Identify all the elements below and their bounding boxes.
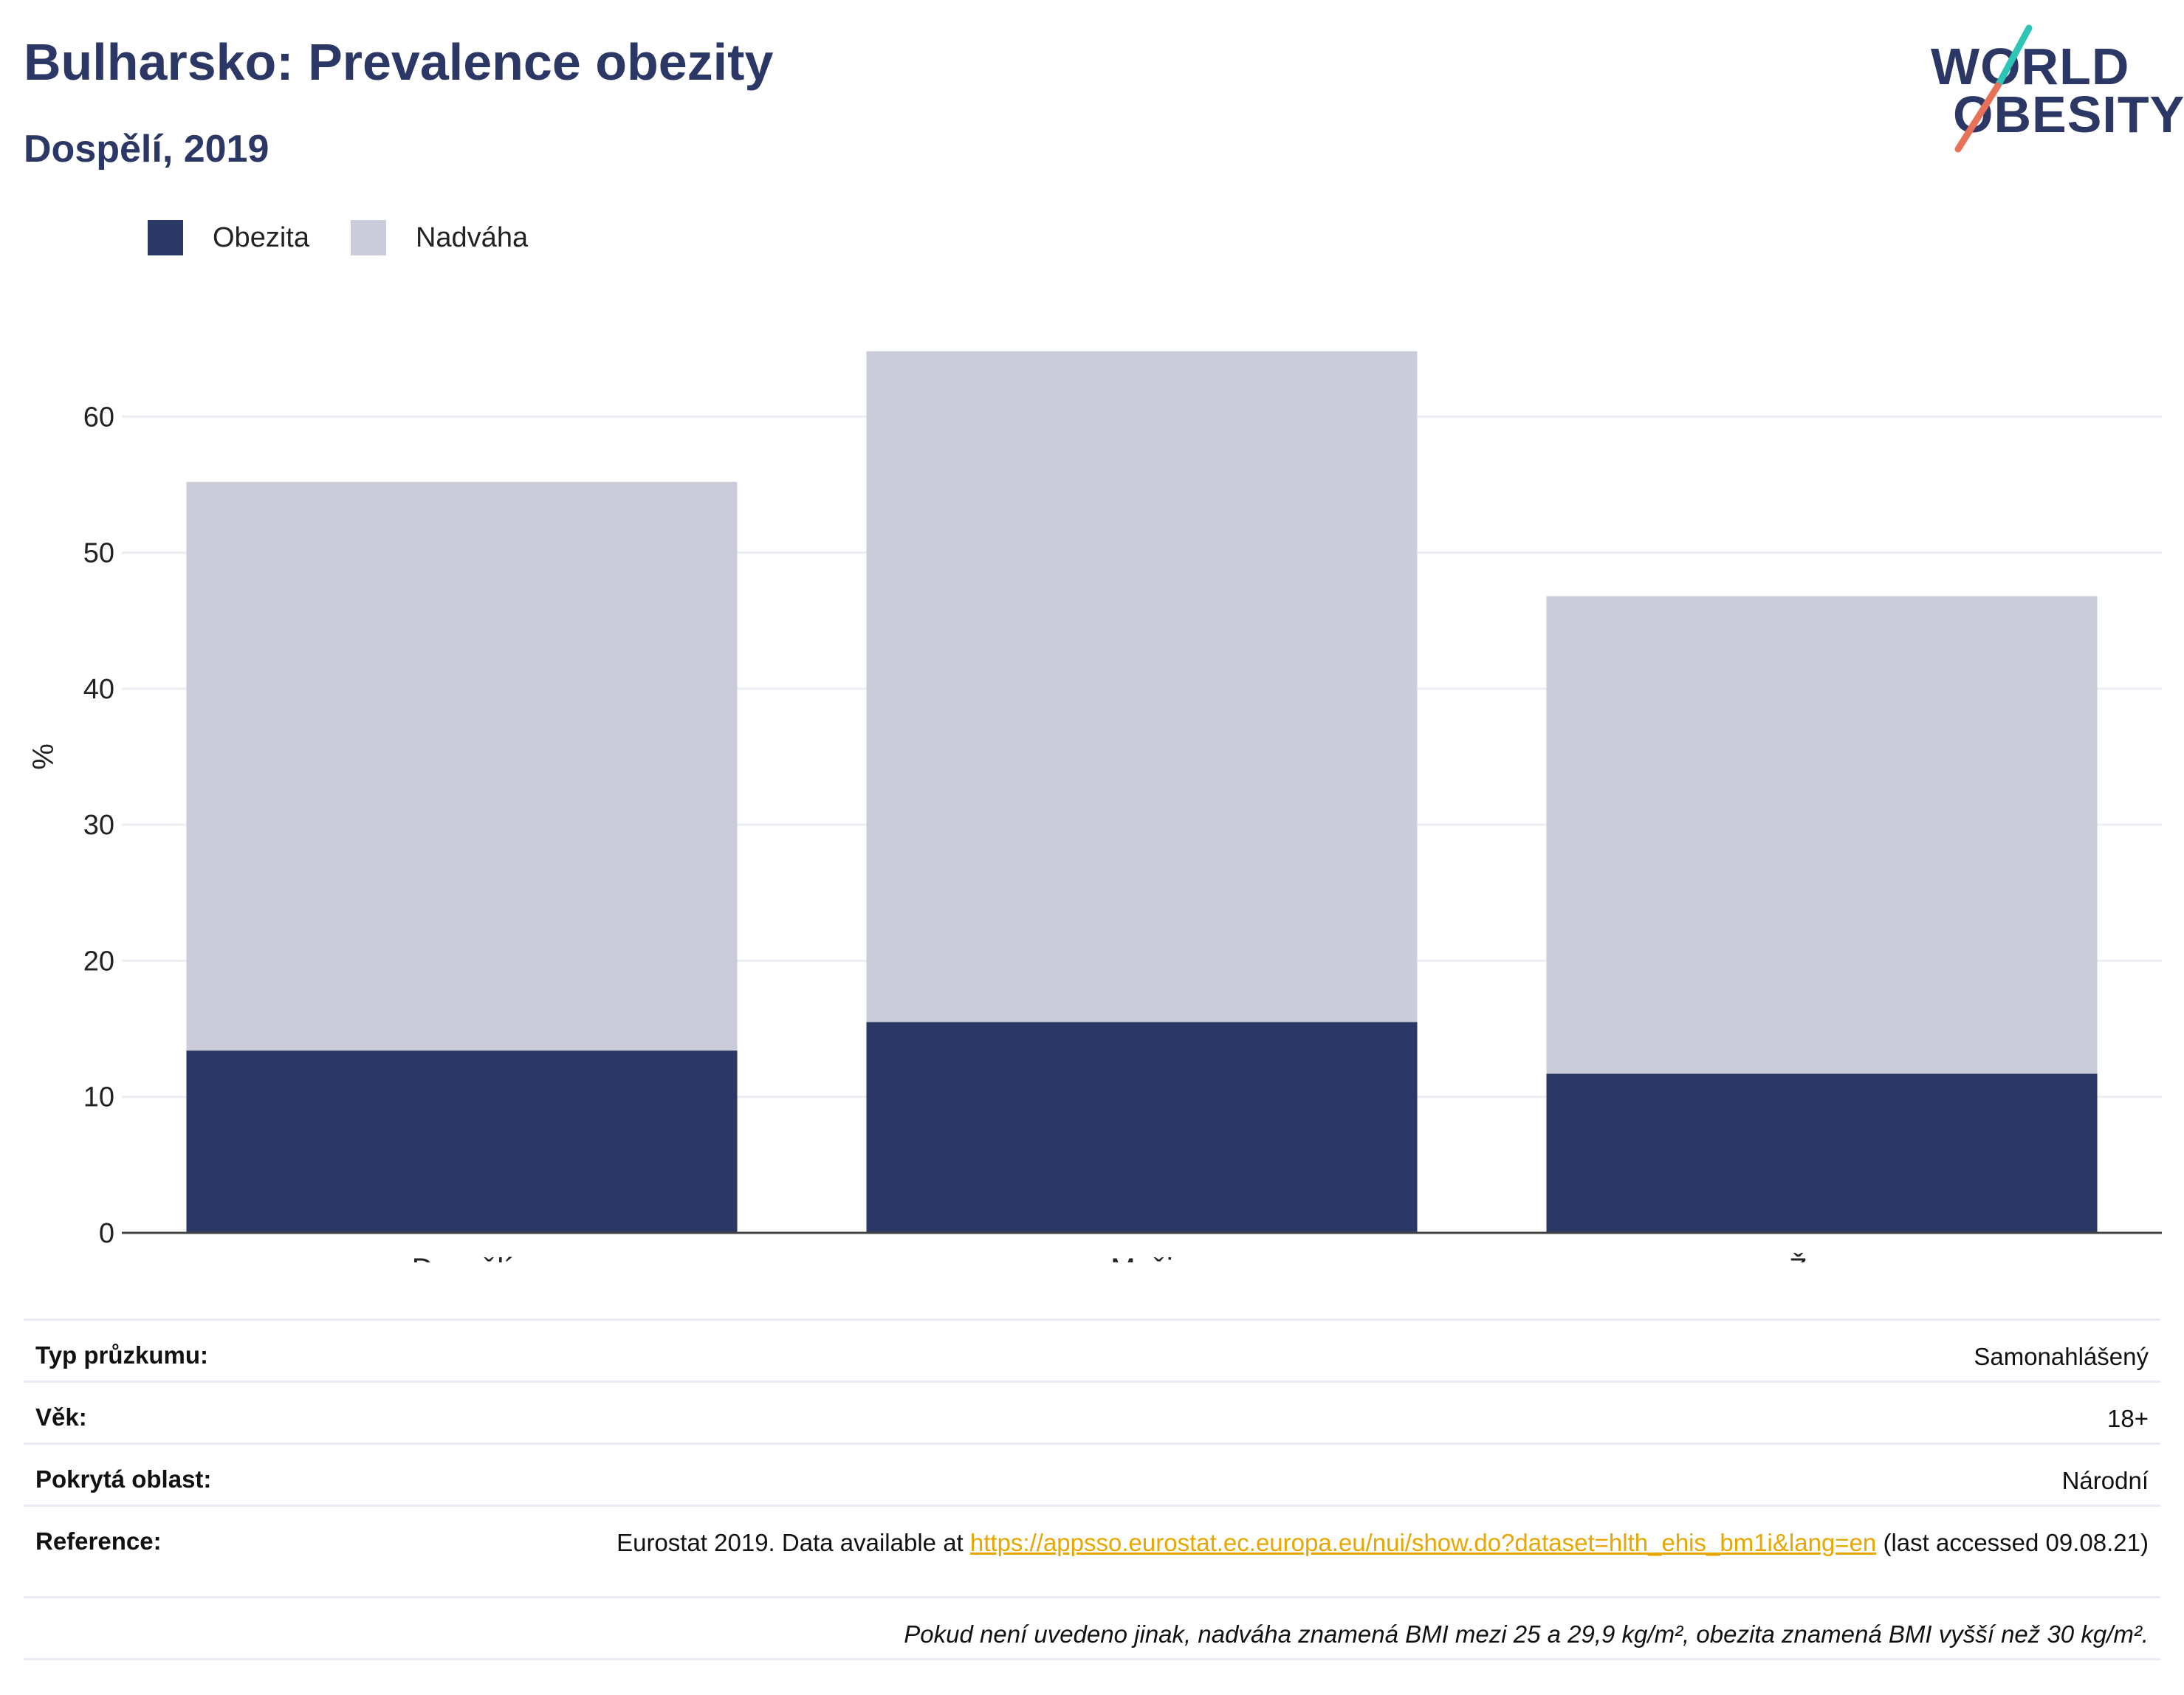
legend-label-obesity: Obezita bbox=[213, 221, 309, 253]
info-value-reference: Eurostat 2019. Data available at https:/… bbox=[617, 1527, 2149, 1596]
y-tick-label: 20 bbox=[83, 946, 114, 977]
y-tick-label: 50 bbox=[83, 538, 114, 569]
legend-item-obesity[interactable]: Obezita bbox=[148, 220, 309, 255]
bar-obesity[interactable] bbox=[186, 1051, 738, 1233]
y-tick-label: 10 bbox=[83, 1082, 114, 1113]
bar-obesity[interactable] bbox=[1546, 1073, 2098, 1233]
info-row-survey-type: Typ průzkumu: Samonahlášený bbox=[24, 1318, 2160, 1381]
x-tick-label: Ženy bbox=[1789, 1252, 1855, 1262]
bar-overweight[interactable] bbox=[866, 351, 1418, 1022]
chart-legend: Obezita Nadváha bbox=[148, 219, 569, 257]
info-table: Typ průzkumu: Samonahlášený Věk: 18+ Pok… bbox=[24, 1318, 2160, 1660]
info-row-reference: Reference: Eurostat 2019. Data available… bbox=[24, 1505, 2160, 1596]
info-key-survey-type: Typ průzkumu: bbox=[35, 1341, 209, 1369]
info-table-bottom-border bbox=[24, 1658, 2160, 1660]
legend-label-overweight: Nadváha bbox=[415, 221, 529, 253]
y-tick-label: 30 bbox=[83, 810, 114, 841]
bar-overweight[interactable] bbox=[1546, 596, 2098, 1074]
bar-obesity[interactable] bbox=[866, 1022, 1418, 1233]
logo-slash-icon bbox=[1954, 24, 2033, 153]
info-key-age: Věk: bbox=[35, 1403, 87, 1431]
reference-suffix: (last accessed 09.08.21) bbox=[1876, 1529, 2149, 1556]
y-axis-label: % bbox=[27, 743, 60, 770]
x-tick-label: Dospělí bbox=[412, 1253, 512, 1262]
x-tick-label: Muži bbox=[1110, 1253, 1172, 1262]
bar-overweight[interactable] bbox=[186, 481, 738, 1051]
bar-chart: 0 10 20 30 40 50 60 Dospělí Muži Ženy% bbox=[27, 351, 2162, 1262]
logo-line-1: WORLD bbox=[1931, 38, 2130, 95]
info-key-reference: Reference: bbox=[35, 1527, 162, 1555]
reference-prefix: Eurostat 2019. Data available at bbox=[617, 1529, 970, 1556]
footnote: Pokud není uvedeno jinak, nadváha znamen… bbox=[904, 1620, 2149, 1648]
y-tick-label: 60 bbox=[83, 402, 114, 433]
info-row-footnote: Pokud není uvedeno jinak, nadváha znamen… bbox=[24, 1596, 2160, 1658]
page-title: Bulharsko: Prevalence obezity bbox=[24, 33, 774, 91]
world-obesity-logo: WORLD OBESITY bbox=[1920, 22, 2184, 162]
info-row-coverage: Pokrytá oblast: Národní bbox=[24, 1443, 2160, 1505]
info-row-age: Věk: 18+ bbox=[24, 1381, 2160, 1443]
info-value-age: 18+ bbox=[2107, 1405, 2149, 1432]
legend-swatch-overweight bbox=[350, 220, 386, 255]
legend-item-overweight[interactable]: Nadváha bbox=[350, 220, 529, 255]
info-value-coverage: Národní bbox=[2061, 1467, 2149, 1494]
page-subtitle: Dospělí, 2019 bbox=[24, 128, 269, 171]
y-tick-label: 40 bbox=[83, 674, 114, 705]
info-key-coverage: Pokrytá oblast: bbox=[35, 1465, 212, 1493]
info-value-survey-type: Samonahlášený bbox=[1974, 1343, 2149, 1370]
legend-swatch-obesity bbox=[148, 220, 183, 255]
y-tick-label: 0 bbox=[99, 1218, 114, 1249]
reference-link[interactable]: https://appsso.eurostat.ec.europa.eu/nui… bbox=[969, 1529, 1877, 1556]
